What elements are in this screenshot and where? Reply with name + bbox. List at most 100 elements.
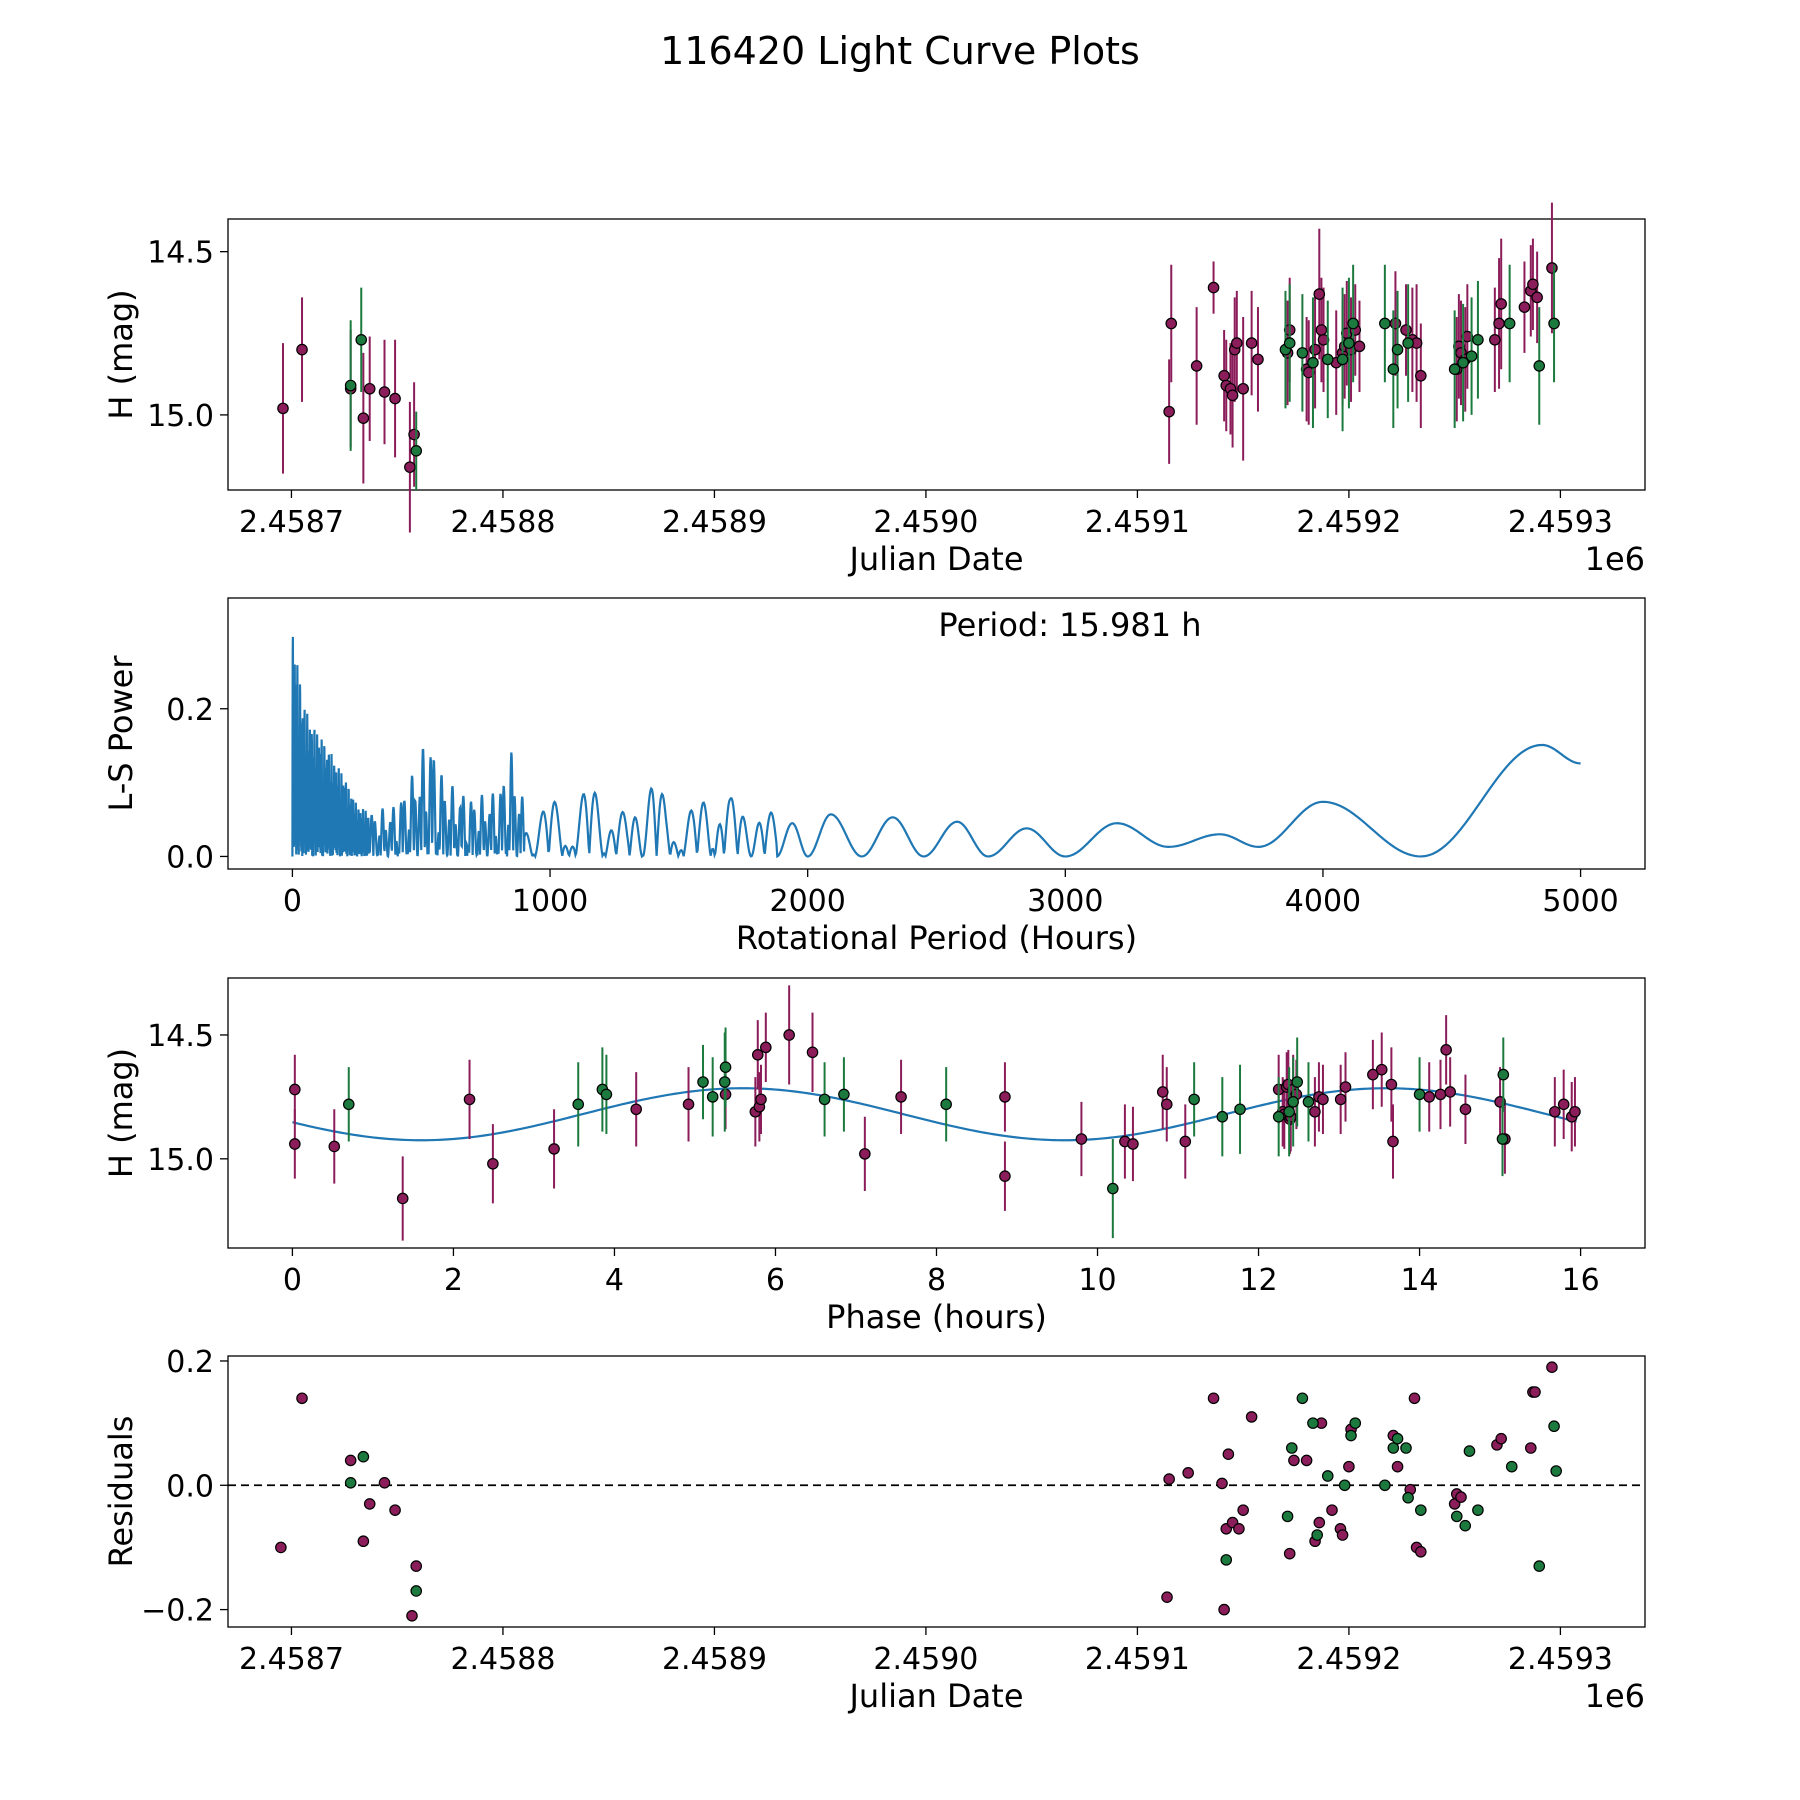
data-point	[1222, 1448, 1235, 1461]
data-point	[1463, 1445, 1476, 1457]
y-axis-label: H (mag)	[102, 1048, 140, 1178]
data-point	[1237, 382, 1249, 395]
data-point	[1389, 317, 1402, 330]
y-axis-label: H (mag)	[102, 289, 140, 419]
x-tick-label: 0	[283, 1263, 302, 1298]
fit-curve	[292, 1087, 1577, 1142]
data-point	[1288, 1454, 1300, 1467]
data-point	[1336, 353, 1349, 366]
data-point	[1550, 1465, 1562, 1477]
data-point	[410, 1560, 423, 1572]
data-point	[1286, 1442, 1298, 1454]
data-point	[1234, 1103, 1246, 1116]
data-point	[1505, 1460, 1518, 1473]
data-point	[1518, 301, 1531, 313]
data-point	[1296, 347, 1309, 359]
data-point	[1218, 369, 1230, 382]
data-point	[751, 1048, 764, 1061]
data-point	[1311, 1529, 1323, 1541]
x-axis-label: Phase (hours)	[826, 1298, 1047, 1336]
data-point	[1287, 1096, 1299, 1108]
data-point	[572, 1098, 585, 1111]
data-point	[718, 1076, 731, 1088]
plot-frame	[227, 597, 1646, 870]
series-filter_b	[342, 1027, 1510, 1239]
data-point	[1252, 353, 1264, 366]
data-point	[275, 1541, 287, 1554]
data-point	[1569, 1105, 1581, 1118]
y-tick-label: 15.0	[147, 1143, 214, 1178]
x-tick-label: 4	[605, 1263, 624, 1298]
data-point	[1343, 337, 1355, 349]
data-point	[344, 1454, 357, 1467]
data-point	[363, 382, 376, 395]
data-point	[999, 1091, 1011, 1103]
data-point	[895, 1091, 907, 1103]
data-point	[363, 1498, 376, 1510]
data-point	[1216, 1477, 1228, 1490]
data-point	[1379, 317, 1391, 330]
data-point	[1385, 1078, 1398, 1091]
data-point	[1163, 1473, 1175, 1485]
data-point	[1531, 291, 1543, 304]
data-point	[1347, 317, 1359, 330]
x-tick-label: 5000	[1542, 884, 1618, 919]
data-point	[389, 392, 401, 405]
data-point	[396, 1192, 409, 1205]
data-point	[1457, 356, 1469, 369]
data-point	[1207, 281, 1220, 294]
data-point	[1307, 356, 1319, 369]
data-point	[1326, 1504, 1338, 1516]
data-point	[1165, 317, 1178, 330]
data-point	[806, 1046, 819, 1059]
data-point	[1182, 1467, 1194, 1479]
data-point	[357, 1450, 370, 1463]
data-point	[463, 1093, 476, 1106]
x-tick-label: 0	[283, 884, 302, 919]
data-point	[1524, 1442, 1537, 1454]
data-point	[1127, 1138, 1139, 1150]
x-tick-label: 3000	[1027, 884, 1103, 919]
x-tick-label: 2.4590	[873, 505, 978, 540]
y-tick-label: 0.2	[166, 1345, 214, 1380]
data-point	[1321, 353, 1334, 366]
data-point	[1472, 334, 1484, 346]
x-tick-label: 16	[1561, 1263, 1599, 1298]
data-point	[1313, 288, 1326, 300]
data-point	[289, 1138, 301, 1150]
data-point	[1300, 1454, 1313, 1467]
data-point	[328, 1140, 341, 1153]
lightcurve-panel: 2.4587 2.4588 2.4589 2.4590 2.4591 2.4592 2.45…	[102, 202, 1646, 578]
data-point	[1413, 1088, 1426, 1101]
data-point	[357, 1535, 370, 1548]
x-tick-label: 2.4588	[450, 1642, 555, 1677]
x-tick-label: 2.4587	[239, 505, 344, 540]
data-point	[1218, 1603, 1230, 1616]
data-point	[1415, 1504, 1427, 1516]
data-point	[1349, 1417, 1362, 1429]
data-point	[1321, 1470, 1334, 1482]
data-point	[1160, 1098, 1173, 1111]
x-tick-label: 8	[927, 1263, 946, 1298]
period-annotation: Period: 15.981 h	[938, 606, 1201, 644]
data-point	[1434, 1088, 1447, 1101]
data-point	[1309, 343, 1321, 356]
data-point	[1339, 1081, 1352, 1093]
x-tick-label: 2.4593	[1508, 1642, 1613, 1677]
x-tick-label: 6	[766, 1263, 785, 1298]
x-tick-label: 2.4593	[1508, 505, 1613, 540]
data-point	[344, 1476, 357, 1489]
plot-frame	[227, 218, 1646, 491]
data-point	[1503, 317, 1516, 330]
data-point	[1448, 363, 1461, 375]
data-point	[1161, 1591, 1173, 1603]
data-point	[1367, 1068, 1379, 1081]
data-point	[1315, 324, 1328, 336]
data-point	[1549, 1105, 1561, 1118]
data-point	[1400, 1442, 1412, 1454]
data-point	[630, 1103, 642, 1116]
data-point	[1309, 1105, 1321, 1118]
data-point	[859, 1148, 871, 1160]
data-point	[1546, 1361, 1558, 1373]
data-point	[1334, 1093, 1347, 1106]
